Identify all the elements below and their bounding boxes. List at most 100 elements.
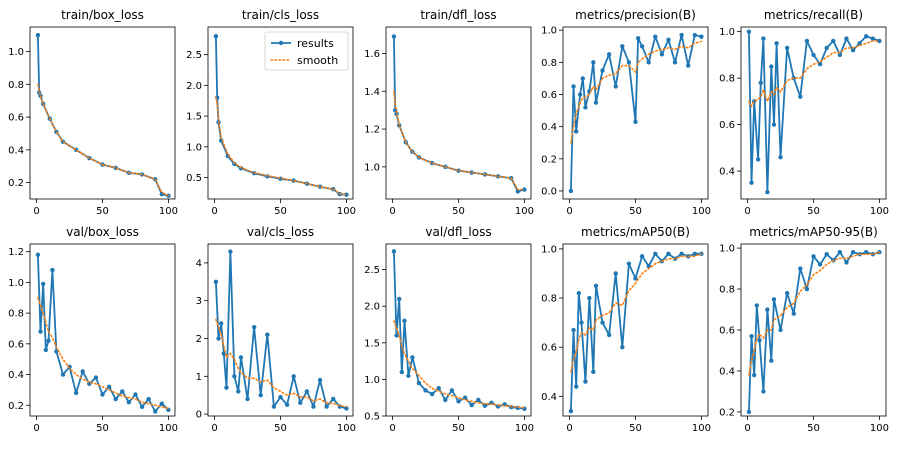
- results-point: [659, 52, 665, 57]
- results-point: [749, 333, 754, 339]
- results-point: [587, 295, 592, 301]
- y-tick-label: 0.4: [541, 392, 557, 403]
- x-tick-label: 0: [389, 206, 395, 217]
- results-point: [633, 119, 638, 125]
- y-tick-label: 0.4: [719, 167, 735, 178]
- results-point: [769, 358, 774, 363]
- legend-results-marker: [278, 40, 284, 46]
- results-point: [870, 36, 876, 41]
- results-point: [811, 52, 816, 58]
- results-line: [748, 31, 880, 193]
- results-point: [38, 329, 43, 334]
- results-point: [761, 389, 766, 394]
- subplot-5: val/box_loss 0 50 100 0.2 0.4 0.6 0.8 1.0 1.2: [8, 225, 178, 434]
- results-point: [864, 34, 869, 39]
- results-point: [751, 372, 757, 378]
- results-point: [784, 290, 790, 296]
- x-tick-label: 100: [515, 206, 534, 217]
- y-tick-label: 0.5: [186, 173, 202, 184]
- results-point: [577, 92, 583, 97]
- subplot-9: metrics/mAP50-95(B) 0 50 100 0.2 0.4 0.6 0.8 1.0: [719, 225, 889, 434]
- results-point: [159, 401, 165, 406]
- subplot-8: metrics/mAP50(B) 0 50 100 0.4 0.6 0.8 1.0: [541, 225, 711, 434]
- results-point: [864, 249, 869, 255]
- x-tick-label: 0: [389, 423, 395, 434]
- smooth-line: [393, 320, 526, 409]
- y-tick-label: 0.4: [8, 145, 24, 156]
- y-tick-label: 2.5: [364, 265, 380, 276]
- results-point: [218, 321, 224, 326]
- results-point: [35, 252, 41, 257]
- x-tick-label: 100: [870, 206, 889, 217]
- smooth-line: [748, 40, 881, 108]
- results-point: [804, 38, 810, 44]
- results-line: [37, 35, 169, 197]
- results-point: [613, 271, 618, 276]
- results-point: [291, 374, 296, 379]
- results-point: [837, 249, 843, 255]
- results-point: [591, 60, 596, 65]
- x-tick-label: 100: [692, 206, 711, 217]
- results-point: [221, 351, 227, 356]
- y-tick-label: 0.6: [541, 343, 557, 354]
- results-point: [522, 187, 527, 192]
- results-point: [798, 94, 803, 99]
- results-point: [765, 307, 770, 312]
- x-tick-label: 100: [159, 423, 178, 434]
- results-point: [653, 251, 658, 257]
- x-tick-label: 50: [629, 423, 642, 434]
- y-tick-label: 1.0: [186, 142, 202, 153]
- y-tick-label: 3: [196, 296, 202, 307]
- results-point: [791, 311, 796, 316]
- results-point: [666, 37, 671, 43]
- results-point: [765, 189, 770, 195]
- results-point: [784, 45, 790, 51]
- results-point: [579, 320, 584, 325]
- y-tick-label: 4: [196, 258, 202, 269]
- results-point: [573, 129, 579, 134]
- results-point: [746, 409, 752, 415]
- y-tick-label: 0.6: [541, 90, 557, 101]
- results-point: [271, 404, 277, 409]
- results-point: [635, 36, 641, 41]
- x-tick-label: 50: [629, 206, 642, 217]
- y-tick-label: 0.2: [541, 154, 557, 165]
- results-point: [416, 380, 422, 386]
- results-point: [746, 29, 752, 34]
- y-tick-label: 1.5: [186, 112, 202, 123]
- x-tick-label: 0: [744, 423, 750, 434]
- y-tick-label: 0.8: [719, 74, 735, 85]
- results-point: [139, 404, 145, 409]
- results-point: [653, 34, 658, 39]
- results-point: [626, 261, 632, 266]
- results-point: [850, 48, 856, 53]
- results-point: [620, 44, 625, 49]
- results-line: [393, 36, 525, 193]
- y-tick-label: 0.4: [8, 370, 24, 381]
- results-point: [804, 286, 810, 292]
- results-point: [251, 324, 257, 330]
- results-point: [232, 374, 237, 379]
- subplot-3: metrics/precision(B) 0 50 100 0.0 0.2 0.4 0.6 0.…: [541, 8, 711, 217]
- results-point: [769, 64, 774, 69]
- y-tick-label: 0: [196, 410, 202, 421]
- results-point: [755, 157, 761, 162]
- y-tick-label: 0.8: [541, 294, 557, 305]
- subplot-7: val/dfl_loss 0 50 100 0.5 1.0 1.5 2.0 2.5: [364, 225, 534, 434]
- legend-box: [264, 31, 349, 71]
- results-point: [482, 403, 488, 408]
- results-point: [391, 249, 397, 254]
- results-point: [265, 332, 270, 337]
- x-tick-label: 0: [566, 206, 572, 217]
- results-point: [593, 100, 599, 105]
- results-point: [396, 296, 402, 302]
- y-tick-label: 0.0: [541, 186, 557, 197]
- x-tick-label: 50: [807, 206, 820, 217]
- y-tick-label: 0.2: [8, 401, 24, 412]
- results-point: [686, 254, 691, 259]
- results-point: [216, 336, 221, 341]
- results-point: [113, 396, 118, 402]
- results-point: [583, 379, 588, 384]
- axes-frame: [29, 26, 176, 200]
